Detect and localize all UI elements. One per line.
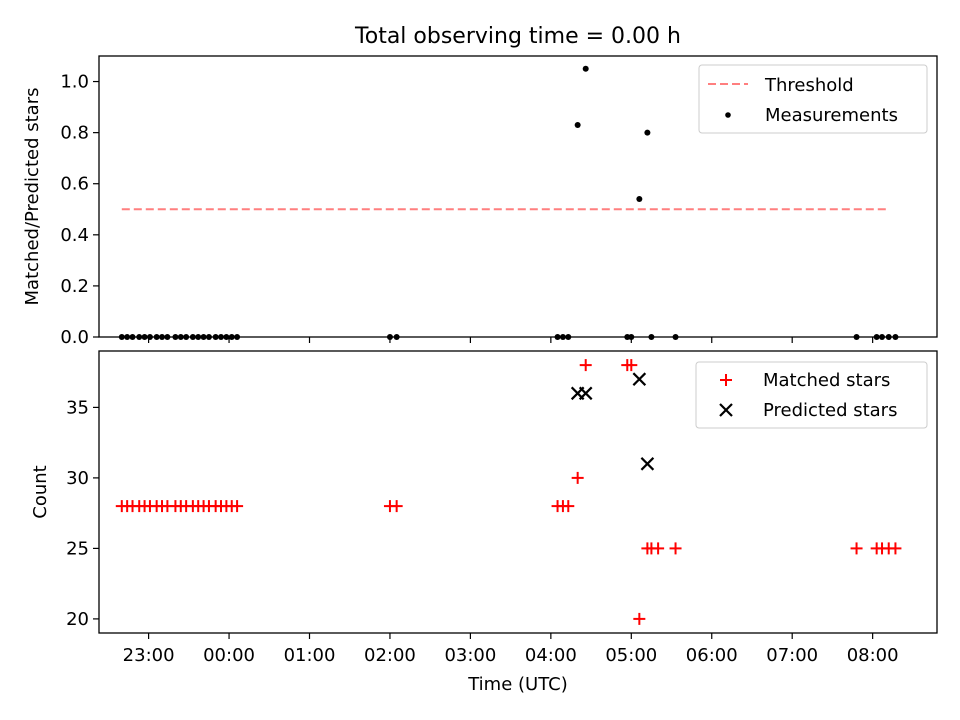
matched-star-point (850, 542, 863, 555)
x-axis-label: Time (UTC) (467, 674, 568, 695)
measurements-legend-label: Measurements (765, 105, 898, 126)
top-y-tick-label: 0.0 (60, 327, 89, 348)
top-y-axis-label: Matched/Predicted stars (22, 88, 43, 306)
predicted-star-point (640, 457, 655, 471)
top-x-ticks (148, 337, 874, 343)
top-y-axis: 0.0 0.2 0.4 0.6 0.8 1.0 (60, 72, 99, 348)
matched-star-point (579, 359, 592, 372)
matched-stars-legend-label: Matched stars (763, 370, 890, 391)
predicted-star-point (578, 386, 593, 401)
matched-stars-legend-marker (720, 374, 732, 386)
matched-star-point (231, 500, 244, 513)
x-tick-label: 05:00 (605, 645, 657, 666)
top-y-tick-label: 0.8 (60, 123, 89, 144)
top-panel: 0.0 0.2 0.4 0.6 0.8 1.0 Matched/Predicted sta… (22, 55, 938, 348)
measurement-point (574, 121, 581, 128)
cross-stroke (632, 372, 647, 386)
bottom-y-axis: 20 25 30 35 (66, 397, 99, 630)
bottom-y-tick-label: 35 (66, 397, 89, 418)
matched-star-point (571, 471, 584, 484)
bottom-legend: Matched stars Predicted stars (695, 361, 928, 429)
matched-star-point (562, 500, 575, 513)
measurement-point (644, 129, 651, 136)
bottom-x-axis: 23:00 00:00 01:00 02:00 03:00 04:00 05:00 06:00… (123, 633, 899, 666)
top-y-tick-label: 1.0 (60, 72, 89, 93)
threshold-legend-label: Threshold (764, 75, 854, 96)
bottom-y-tick-label: 30 (66, 468, 89, 489)
top-y-tick-label: 0.6 (60, 174, 89, 195)
matched-star-point (669, 542, 682, 555)
x-tick-label: 03:00 (444, 645, 496, 666)
x-tick-label: 06:00 (686, 645, 738, 666)
matched-star-point (625, 359, 638, 372)
matched-star-point (889, 542, 902, 555)
measurement-point (582, 65, 589, 72)
x-tick-label: 01:00 (284, 645, 336, 666)
bottom-y-axis-label: Count (30, 465, 51, 518)
top-axes-frame (98, 55, 938, 338)
measurement-point (636, 196, 643, 203)
bottom-axes-frame (98, 350, 938, 634)
chart-title: Total observing time = 0.00 h (354, 24, 681, 49)
matched-star-point (390, 500, 403, 513)
predicted-legend-cross (719, 403, 733, 417)
x-tick-label: 04:00 (525, 645, 577, 666)
matched-star-point (652, 542, 665, 555)
bottom-legend-box (695, 361, 928, 429)
bottom-plot-marks (115, 359, 902, 625)
x-tick-label: 23:00 (123, 645, 175, 666)
top-legend-box (698, 64, 928, 134)
bottom-y-tick-label: 20 (66, 609, 89, 630)
predicted-stars-legend-marker (719, 403, 733, 417)
top-y-tick-label: 0.2 (60, 276, 89, 297)
top-y-tick-label: 0.4 (60, 225, 89, 246)
bottom-panel: 20 25 30 35 23:00 00:00 01:00 02:00 03:00 04:00 0… (30, 350, 938, 695)
x-tick-label: 07:00 (766, 645, 818, 666)
matched-legend-plus (720, 374, 732, 386)
x-tick-label: 00:00 (203, 645, 255, 666)
cross-stroke (578, 386, 593, 401)
predicted-stars-legend-label: Predicted stars (763, 400, 897, 421)
bottom-y-tick-label: 25 (66, 538, 89, 559)
x-tick-label: 08:00 (847, 645, 899, 666)
predicted-star-point (632, 372, 647, 386)
cross-stroke (640, 457, 655, 471)
matched-star-point (633, 612, 646, 625)
top-legend: Threshold Measurements (698, 64, 928, 134)
cross-stroke (719, 403, 733, 417)
x-tick-label: 02:00 (364, 645, 416, 666)
measurements-legend-marker (725, 112, 731, 118)
